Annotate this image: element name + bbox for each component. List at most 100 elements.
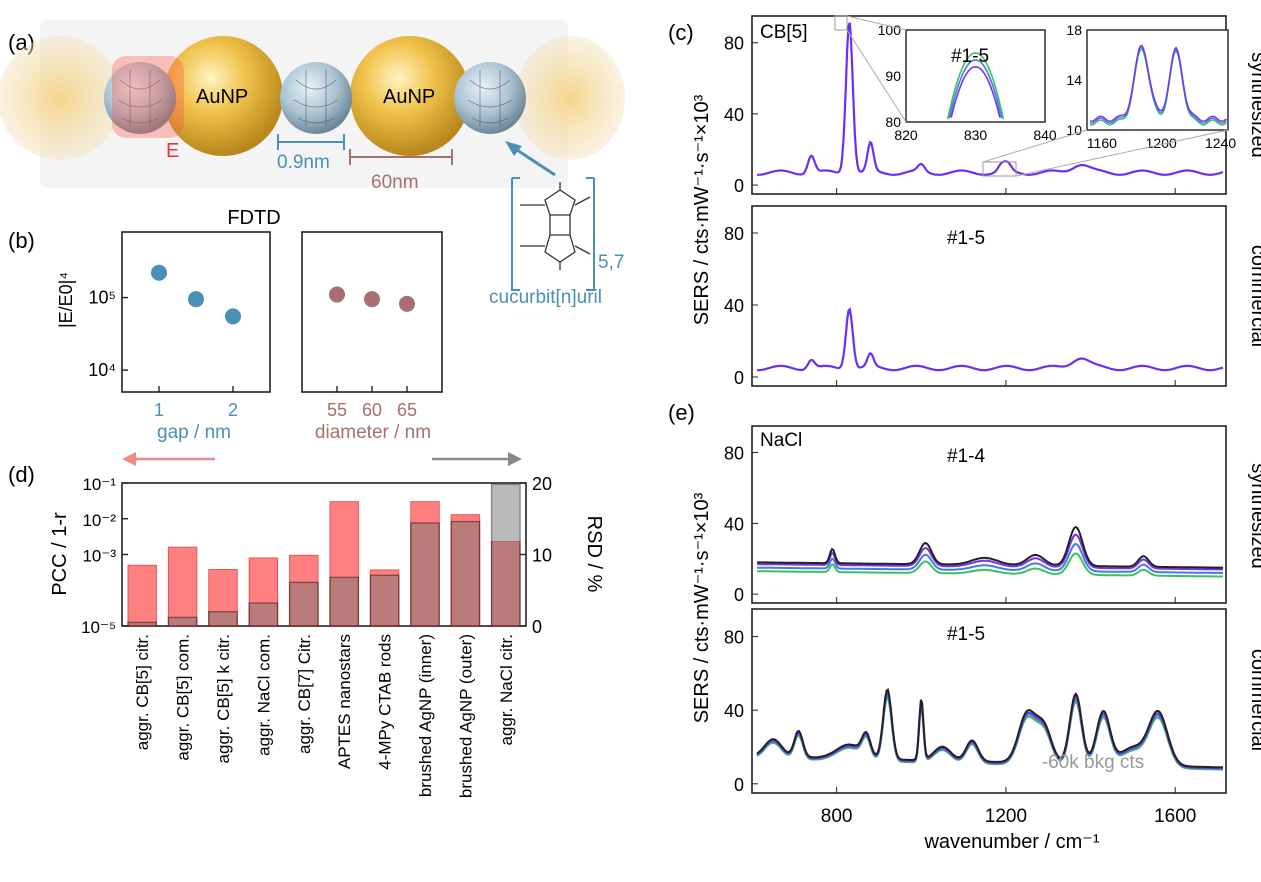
x-tick-label: 800: [821, 806, 853, 827]
inset-x-tick-label: 1200: [1146, 135, 1177, 151]
y-tick-label: 0: [734, 585, 744, 605]
d-ylabel: PCC / 1-r: [49, 512, 71, 596]
rsd-bar: [329, 576, 360, 627]
y-tick-label: 80: [724, 444, 744, 464]
data-point: [364, 291, 380, 308]
panel-label-e: (e): [668, 400, 695, 425]
y-tick-label: 80: [724, 628, 744, 648]
diameter-scale-bar: [349, 149, 453, 165]
y-tick-label: 80: [724, 34, 744, 54]
c-bottom-side-label: commercial: [1247, 245, 1261, 347]
y-tick-label: 10⁴: [88, 360, 116, 380]
y-tick-label: 0: [734, 368, 744, 388]
category-label: aggr. CB[5] com.: [174, 634, 193, 761]
zoom-box: [834, 15, 848, 31]
right-axis-arrowhead: [508, 452, 522, 466]
b-title: FDTD: [227, 207, 280, 229]
inset-y-tick-label: 90: [885, 68, 901, 84]
inset-spectrum-line: [950, 65, 1001, 118]
rsd-bar: [127, 621, 158, 627]
rsd-bar: [288, 581, 319, 627]
inset-x-tick-label: 830: [964, 127, 988, 143]
y-tick-label: 80: [724, 224, 744, 244]
y2-tick-label: 10: [532, 546, 552, 566]
data-point: [329, 286, 345, 303]
y-tick-label: 10⁵: [89, 288, 116, 308]
inset-y-tick-label: 14: [1066, 72, 1082, 88]
c-ylabel: SERS / cts·mW⁻¹·s⁻¹×10³: [691, 94, 713, 325]
aunp-left-partial: [0, 36, 122, 160]
zoom-box: [982, 161, 1017, 177]
zoom-guide: [846, 15, 907, 31]
cb-molecule-2: [280, 62, 352, 134]
spectrum-line: [756, 695, 1224, 771]
y-tick-label: 10⁻³: [82, 547, 116, 566]
plot-frame: [751, 608, 1227, 794]
cb-n-label: 5,7: [598, 252, 624, 273]
cb-molecule-3: [454, 62, 526, 134]
zoom-guide: [982, 129, 1088, 163]
category-label: aggr. CB[7] Citr.: [295, 634, 314, 754]
pcc-bar: [127, 564, 157, 627]
category-label: brushed AgNP (inner): [416, 634, 435, 797]
y-tick-label: 10⁻²: [82, 511, 116, 530]
spectrum-line: [757, 22, 1224, 176]
plot-frame: [121, 231, 271, 393]
inset-y-tick-label: 18: [1066, 22, 1082, 38]
zoom-guide: [846, 29, 907, 123]
b-diameter-xlabel: diameter / nm: [315, 422, 431, 443]
d-y2label: RSD / %: [583, 516, 605, 593]
category-label: brushed AgNP (outer): [456, 634, 475, 798]
inset-x-tick-label: 1160: [1087, 135, 1117, 151]
b-gap-chart: 1 2 10⁴ 10⁵: [88, 231, 271, 420]
rsd-bar: [208, 611, 238, 627]
inset-spectrum-line: [948, 59, 1003, 119]
y2-tick-label: 20: [532, 474, 552, 494]
inset-spectrum-line: [1089, 48, 1227, 126]
spectrum-line: [757, 552, 1223, 578]
y-tick-label: 0: [734, 775, 744, 795]
category-label: APTES nanostars: [335, 634, 354, 769]
data-point: [188, 291, 204, 308]
rsd-bar: [450, 520, 481, 627]
x-tick-label: 1600: [1154, 806, 1196, 827]
spectrum-line: [757, 525, 1224, 569]
plot-frame: [751, 205, 1227, 387]
x-tick-label: 60: [362, 400, 382, 420]
x-tick-label: 1: [154, 400, 164, 420]
inset-frame: [905, 29, 1046, 123]
category-label: aggr. CB[5] k citr.: [214, 634, 233, 763]
aunp-right-partial: [515, 36, 625, 160]
rsd-bar: [410, 522, 440, 627]
y-tick-label: 10⁻¹: [82, 475, 116, 494]
c-annotation: CB[5]: [760, 22, 808, 43]
inset-y-tick-label: 80: [885, 114, 901, 130]
cb-name: cucurbit[n]uril: [489, 287, 602, 308]
rsd-bar: [490, 483, 521, 627]
e-top-side-label: synthesized: [1247, 463, 1261, 569]
c-inset-annotation: #1-5: [951, 46, 989, 67]
y-tick-label: 40: [724, 701, 744, 721]
inset-frame: [1086, 29, 1229, 131]
pcc-bar: [167, 546, 198, 627]
category-label: aggr. CB[5] citr.: [133, 634, 152, 750]
e-bottom-annotation: #1-5: [947, 624, 985, 645]
data-point: [225, 308, 241, 325]
x-tick-label: 65: [397, 400, 417, 420]
inset-spectrum-line: [946, 52, 1005, 120]
rsd-bar: [248, 602, 279, 627]
aunp-label-1: AuNP: [196, 86, 248, 108]
inset-x-tick-label: 820: [894, 127, 918, 143]
panel-label-c: (c): [668, 20, 694, 45]
field-hotspot: [112, 56, 184, 138]
category-label: aggr. NaCl citr.: [497, 634, 516, 746]
x-tick-label: 1200: [985, 806, 1027, 827]
inset-spectrum-line: [1089, 46, 1227, 124]
cb-molecule-1: [104, 62, 176, 134]
spectrum-line: [757, 542, 1223, 574]
left-axis-arrowhead: [122, 452, 136, 466]
y-tick-label: 40: [724, 105, 744, 125]
plot-frame: [301, 231, 443, 393]
